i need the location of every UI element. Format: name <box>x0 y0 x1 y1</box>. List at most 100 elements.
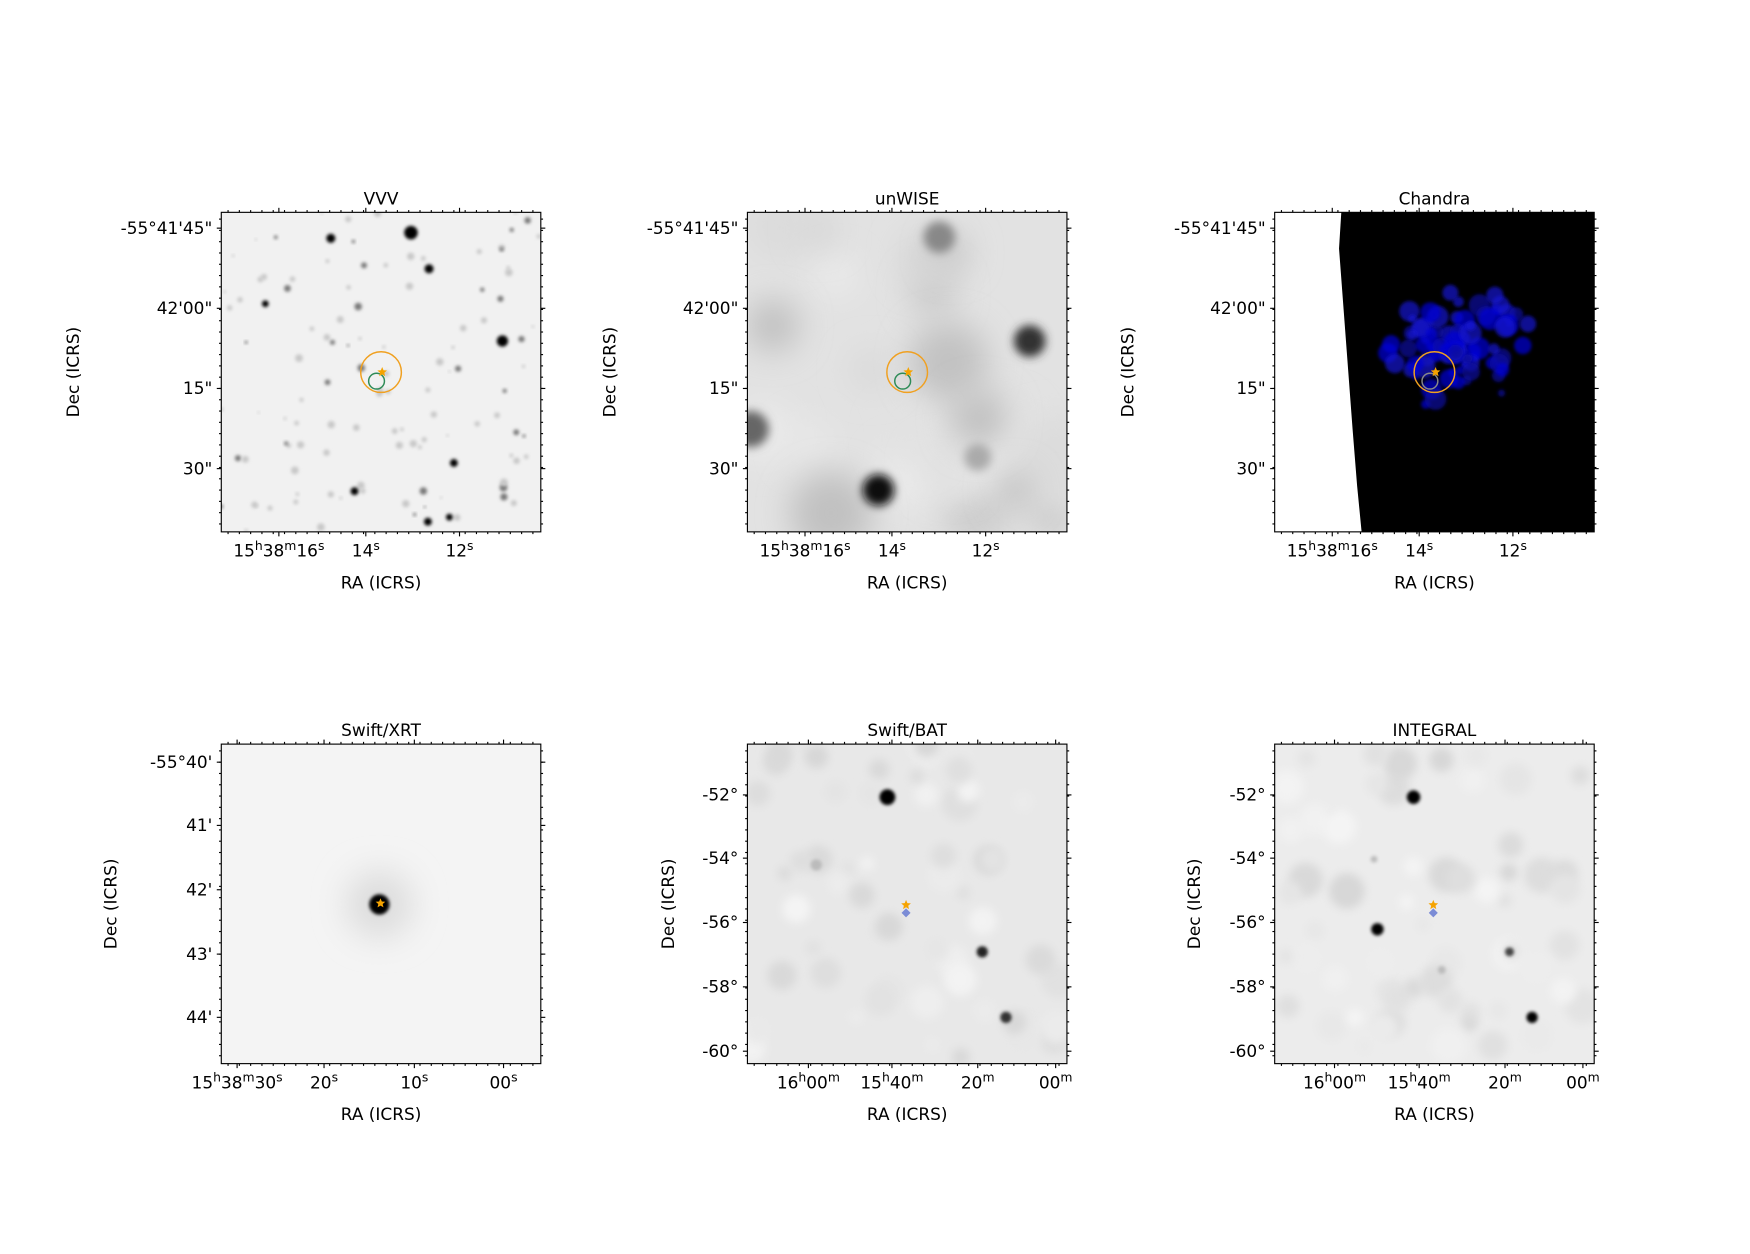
blob <box>786 420 830 464</box>
noise <box>930 843 957 869</box>
frame <box>220 211 542 533</box>
star-source <box>267 505 273 511</box>
star-source <box>536 234 541 239</box>
star-source <box>430 411 437 418</box>
source <box>1505 947 1515 957</box>
noise <box>1446 864 1476 894</box>
noise <box>747 780 771 806</box>
noise <box>1278 881 1302 905</box>
star-source <box>360 488 366 494</box>
star-source <box>451 345 455 350</box>
star-source <box>391 428 398 434</box>
x-axis-label: RA (ICRS) <box>1394 572 1475 592</box>
noise <box>1489 1001 1508 1020</box>
star-source <box>299 397 304 402</box>
error-circle <box>1413 351 1456 394</box>
y-tick-label: 42'00" <box>157 298 213 318</box>
x-axis-label: RA (ICRS) <box>867 1104 948 1124</box>
blob <box>747 411 769 448</box>
error-circle <box>367 372 386 390</box>
star-source <box>353 424 360 431</box>
noise <box>1550 978 1576 1004</box>
noise <box>1519 951 1553 985</box>
star-source <box>518 335 525 343</box>
noise <box>1328 873 1365 909</box>
star-source <box>354 302 362 311</box>
noise <box>1316 1010 1347 1042</box>
star-source <box>423 517 432 526</box>
x-tick-label: 00s <box>490 1070 518 1093</box>
y-tick-label: -55°41'45" <box>647 218 739 238</box>
blob <box>850 349 892 391</box>
noise <box>1460 767 1485 793</box>
x-tick-label: 20s <box>310 1070 338 1093</box>
star-source <box>327 491 334 498</box>
noise <box>1419 964 1453 998</box>
source <box>1370 855 1378 863</box>
noise <box>927 859 961 892</box>
frame <box>746 743 1068 1065</box>
y-tick-label: -60° <box>1230 1041 1266 1061</box>
star-source <box>346 344 350 347</box>
x-tick-label: 15h40m <box>860 1070 923 1093</box>
star-source <box>509 453 514 458</box>
star-source <box>351 239 356 244</box>
blob <box>862 474 895 506</box>
blob <box>943 485 1009 532</box>
noise <box>777 865 793 881</box>
star-source <box>244 340 248 344</box>
y-tick-label: 15" <box>709 378 738 398</box>
x-ray-emission <box>1514 336 1532 355</box>
source-marker <box>375 898 386 908</box>
x-tick-label: 15h38m16s <box>233 538 324 561</box>
x-ray-emission <box>1486 286 1504 304</box>
x-ray-emission <box>1465 320 1476 331</box>
x-tick-label: 14s <box>1405 538 1433 561</box>
frame <box>220 743 542 1065</box>
star-source <box>502 388 507 393</box>
noise <box>1474 877 1500 903</box>
diamond-marker <box>1428 908 1438 918</box>
source <box>976 946 988 958</box>
star-source <box>244 528 248 532</box>
noise <box>980 846 1006 873</box>
panel: 16h00m 15h40m 20m 00m -52° -54° -56° -58° -60° Sw… <box>658 720 1072 1124</box>
star-source <box>261 300 269 308</box>
star-source <box>231 254 235 258</box>
noise <box>1464 744 1488 767</box>
noise <box>824 780 847 804</box>
y-tick-label: 15" <box>1236 378 1265 398</box>
source-marker <box>903 367 914 377</box>
noise <box>1497 893 1512 908</box>
y-tick-label: 30" <box>183 458 212 478</box>
x-ray-emission <box>1399 339 1417 358</box>
star-source <box>223 290 226 294</box>
noise <box>1013 791 1034 812</box>
noise <box>1550 873 1581 904</box>
panel-title: Swift/BAT <box>867 720 947 740</box>
y-tick-label: 43' <box>186 944 212 964</box>
y-tick-label: -58° <box>1230 977 1266 997</box>
y-tick-label: 42' <box>186 879 212 899</box>
star-source <box>357 481 365 490</box>
diamond-marker <box>901 908 911 918</box>
noise <box>1290 942 1323 975</box>
source <box>1406 790 1421 804</box>
star-source <box>494 412 500 419</box>
y-tick-label: 42'00" <box>683 298 739 318</box>
y-tick-label: 15" <box>183 378 212 398</box>
noise <box>827 873 849 894</box>
star-source <box>453 514 461 521</box>
x-ray-emission <box>1424 388 1447 410</box>
panel: 15h38m30s 20s 10s 00s -55°40' 41' 42' 43' 44' Swi… <box>100 720 546 1124</box>
y-tick-label: -55°41'45" <box>121 218 213 238</box>
panel-title: unWISE <box>875 188 940 208</box>
noise <box>1322 966 1348 992</box>
y-tick-label: 30" <box>709 458 738 478</box>
star-source <box>513 429 520 436</box>
star-source <box>283 416 287 421</box>
star-source <box>407 252 415 261</box>
blob <box>882 408 939 465</box>
noise <box>945 1021 964 1039</box>
frame <box>1274 743 1595 1065</box>
